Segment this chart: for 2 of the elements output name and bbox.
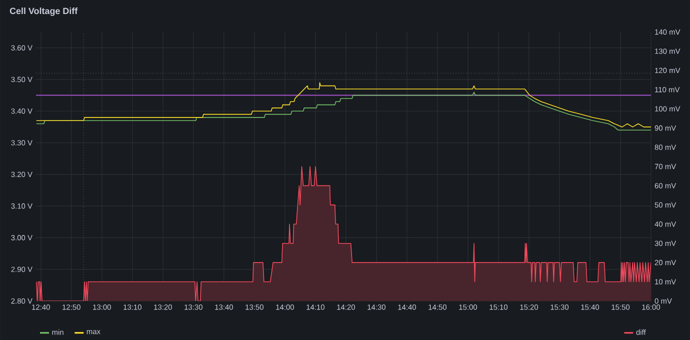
line-series: [36, 92, 651, 130]
chart-title: Cell Voltage Diff: [10, 7, 78, 16]
